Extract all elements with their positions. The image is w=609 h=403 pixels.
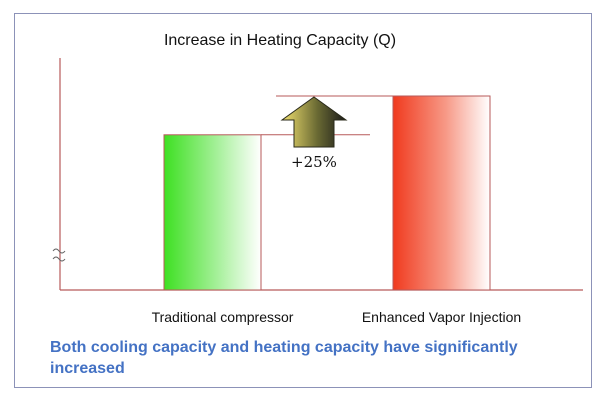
chart-annotation: +25% [261,95,393,171]
increase-label: +25% [291,153,337,171]
chart-title: Increase in Heating Capacity (Q) [163,32,397,49]
chart-axes [52,58,583,291]
caption-text: Both cooling capacity and heating capaci… [50,339,518,377]
chart-bars [163,95,491,291]
bar-enhanced-vapor-injection [392,95,491,291]
bar-traditional-compressor [163,134,262,291]
increase-arrow-icon [280,96,348,148]
x-tick-label-evi: Enhanced Vapor Injection [361,309,522,325]
figure-frame [14,13,592,388]
axis-break-mark [52,256,66,262]
axis-break-mark [52,248,66,254]
x-tick-label-traditional: Traditional compressor [151,309,294,325]
